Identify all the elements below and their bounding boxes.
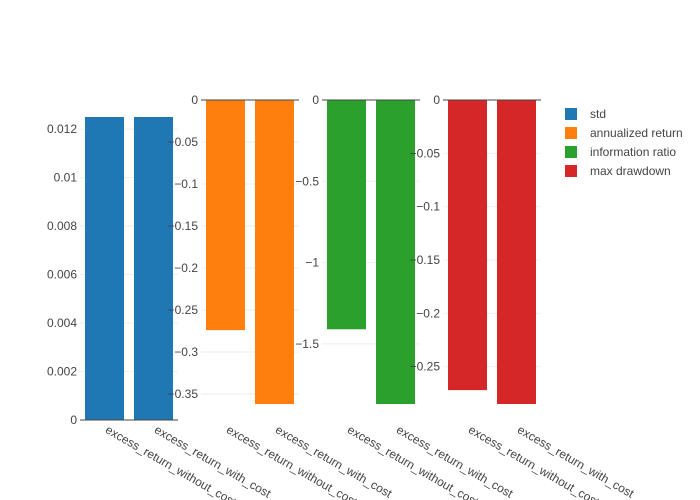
y-tick-label: −0.35: [168, 387, 199, 401]
y-tick-label: −0.1: [416, 200, 440, 214]
y-tick-label: −0.5: [295, 174, 319, 188]
legend-label: std: [590, 107, 606, 121]
y-tick-label: −1: [305, 256, 319, 270]
y-tick-label: −0.15: [410, 253, 441, 267]
y-tick-label: −0.2: [174, 261, 198, 275]
bar-information-ratio-excess_return_without_cost: [327, 100, 366, 330]
y-tick-label: −0.15: [168, 219, 199, 233]
y-tick-label: −0.3: [174, 345, 198, 359]
y-tick-label: 0.008: [47, 219, 77, 233]
y-tick-label: 0: [70, 413, 77, 427]
y-tick-label: 0.002: [47, 365, 77, 379]
y-tick-label: −0.1: [174, 177, 198, 191]
y-tick-label: 0.004: [47, 316, 77, 330]
y-tick-label: −0.05: [410, 146, 441, 160]
bar-annualized-return-excess_return_without_cost: [206, 100, 245, 331]
y-tick-label: 0: [433, 93, 440, 107]
bar-information-ratio-excess_return_with_cost: [376, 100, 415, 405]
y-tick-label: −0.05: [168, 135, 199, 149]
legend-label: max drawdown: [590, 164, 671, 178]
y-tick-label: 0.012: [47, 122, 77, 136]
y-tick-label: 0.01: [54, 171, 78, 185]
y-tick-label: 0: [191, 93, 198, 107]
y-tick-label: −0.2: [416, 306, 440, 320]
y-tick-label: 0.006: [47, 268, 77, 282]
legend-label: information ratio: [590, 145, 676, 159]
y-tick-label: 0: [312, 93, 319, 107]
y-tick-label: −0.25: [168, 303, 199, 317]
legend-swatch: [565, 146, 577, 158]
legend-label: annualized return: [590, 126, 683, 140]
bar-max-drawdown-excess_return_with_cost: [497, 100, 536, 404]
bar-std-excess_return_without_cost: [85, 116, 124, 420]
legend-swatch: [565, 165, 577, 177]
y-tick-label: −0.25: [410, 360, 441, 374]
bar-std-excess_return_with_cost: [134, 116, 173, 420]
bar-annualized-return-excess_return_with_cost: [255, 100, 294, 405]
bar-max-drawdown-excess_return_without_cost: [448, 100, 487, 391]
legend-swatch: [565, 127, 577, 139]
legend-swatch: [565, 108, 577, 120]
y-tick-label: −1.5: [295, 337, 319, 351]
